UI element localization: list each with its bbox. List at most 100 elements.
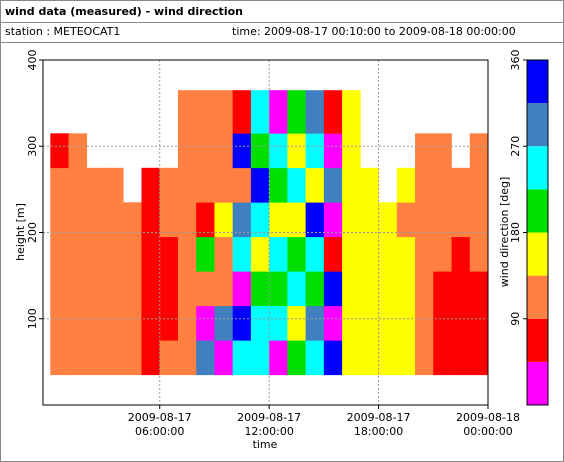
cell: [433, 167, 452, 203]
cell: [123, 271, 142, 307]
x-tick-label: 2009-08-17 12:00:00: [237, 411, 301, 438]
y-tick-label: 100: [26, 308, 39, 329]
cell: [250, 340, 270, 376]
cell: [287, 271, 306, 307]
cell: [196, 133, 215, 169]
cell: [68, 167, 88, 203]
cell: [451, 305, 471, 341]
cell: [50, 133, 69, 169]
cell: [123, 305, 142, 341]
station: station : METEOCAT1: [5, 25, 120, 38]
cell: [342, 271, 361, 307]
colorbar-segment: [527, 103, 548, 147]
colorbar-tick-label: 180: [509, 222, 522, 243]
cell: [105, 167, 124, 203]
cell: [50, 202, 69, 238]
cell: [123, 236, 142, 272]
x-axis-label: time: [253, 438, 278, 451]
cell: [86, 236, 106, 272]
cell: [451, 236, 471, 272]
x-tick-label-line: 2009-08-18: [456, 411, 520, 424]
colorbar-segment: [527, 275, 548, 319]
cell: [396, 340, 416, 376]
cell: [415, 340, 434, 376]
cell: [360, 202, 379, 238]
cell: [287, 236, 306, 272]
y-tick-label: 400: [26, 50, 39, 71]
cell: [415, 305, 434, 341]
cell: [86, 340, 106, 376]
cell: [323, 202, 343, 238]
cell: [396, 236, 416, 272]
cell: [342, 90, 361, 134]
cell: [305, 90, 325, 134]
cell: [196, 202, 215, 238]
cell: [378, 340, 398, 376]
cell: [360, 236, 379, 272]
cell: [105, 305, 124, 341]
cell: [269, 133, 288, 169]
cell: [396, 305, 416, 341]
cell: [323, 271, 343, 307]
cell: [232, 236, 252, 272]
cell: [177, 90, 197, 134]
cell: [305, 202, 325, 238]
cell: [305, 133, 325, 169]
cell: [287, 305, 306, 341]
cell: [214, 90, 233, 134]
cell: [415, 236, 434, 272]
plot-border: [42, 59, 489, 406]
colorbar-segment: [527, 146, 548, 190]
cell: [68, 305, 88, 341]
colorbar-tick-label: 360: [509, 50, 522, 71]
cell: [141, 236, 161, 272]
x-tick-label-line: 2009-08-17: [347, 411, 411, 424]
cell: [159, 271, 179, 307]
cell: [68, 236, 88, 272]
colorbar-segment: [527, 361, 548, 405]
cell: [469, 271, 489, 307]
cell: [287, 340, 306, 376]
cell: [287, 202, 306, 238]
cell: [433, 202, 452, 238]
cell: [305, 271, 325, 307]
cell: [196, 271, 215, 307]
cell: [451, 271, 471, 307]
cell: [177, 340, 197, 376]
cell: [50, 340, 69, 376]
cell: [50, 167, 69, 203]
cell: [269, 340, 288, 376]
cell: [86, 271, 106, 307]
cell: [250, 90, 270, 134]
cell: [86, 305, 106, 341]
cell: [433, 133, 452, 169]
cell: [342, 167, 361, 203]
cell: [250, 202, 270, 238]
cell: [105, 236, 124, 272]
x-tick-label: 2009-08-17 06:00:00: [128, 411, 192, 438]
cell: [196, 90, 215, 134]
x-tick-label: 2009-08-18 00:00:00: [456, 411, 520, 438]
cell: [159, 236, 179, 272]
y-axis-label: height [m]: [14, 203, 27, 261]
x-tick-label-line: 12:00:00: [244, 425, 293, 438]
cell: [159, 340, 179, 376]
cell: [469, 167, 489, 203]
cell: [105, 271, 124, 307]
cell: [433, 340, 452, 376]
cell: [250, 236, 270, 272]
cell: [123, 340, 142, 376]
cell: [323, 90, 343, 134]
cell: [86, 202, 106, 238]
cell: [269, 305, 288, 341]
cell: [378, 202, 398, 238]
cell: [68, 202, 88, 238]
cell: [232, 133, 252, 169]
cell: [396, 202, 416, 238]
cell: [287, 90, 306, 134]
colorbar-tick-label: 270: [509, 136, 522, 157]
cell: [342, 305, 361, 341]
cell: [396, 271, 416, 307]
cell: [250, 271, 270, 307]
cell: [141, 305, 161, 341]
